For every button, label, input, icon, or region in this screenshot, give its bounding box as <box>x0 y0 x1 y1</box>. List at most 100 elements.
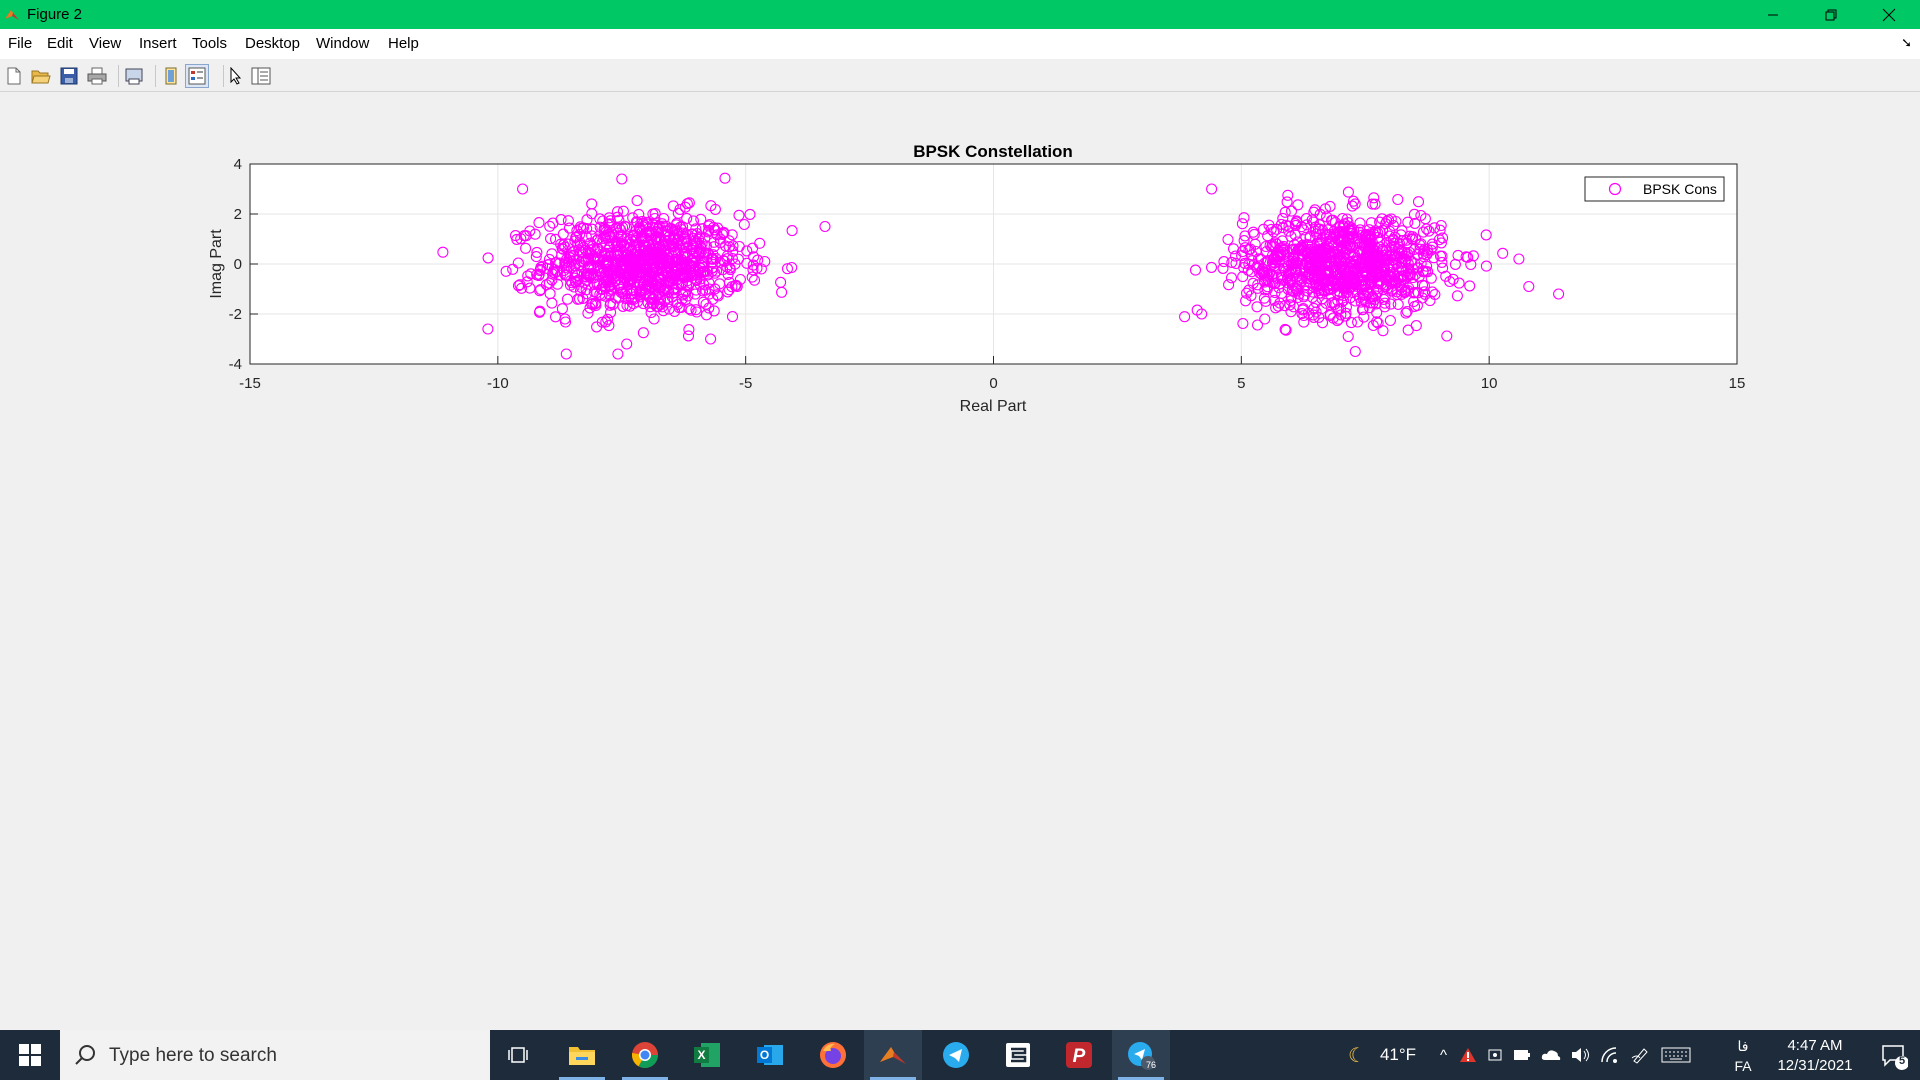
print-preview-button[interactable] <box>122 64 146 88</box>
data-point <box>1354 217 1366 229</box>
menu-desktop[interactable]: Desktop <box>245 35 301 52</box>
data-point <box>1364 260 1376 272</box>
taskbar-search-box[interactable]: Type here to search <box>60 1030 490 1080</box>
data-point <box>1252 279 1264 291</box>
data-point <box>559 257 571 269</box>
y-axis-ticks: 4 2 0 -2 -4 <box>229 156 258 373</box>
action-center-button[interactable]: 5 <box>1880 1042 1909 1070</box>
data-point <box>533 306 546 318</box>
data-point <box>672 233 684 245</box>
data-point <box>747 242 759 254</box>
open-file-button[interactable] <box>29 64 53 88</box>
task-view-button[interactable] <box>490 1030 548 1080</box>
data-point <box>1346 200 1358 212</box>
data-point <box>1268 278 1280 290</box>
taskbar-matlab[interactable] <box>864 1030 922 1080</box>
taskbar-telegram[interactable] <box>927 1030 985 1080</box>
data-point <box>1375 278 1387 290</box>
data-point <box>546 297 558 309</box>
menu-tools[interactable]: Tools <box>192 35 228 52</box>
dock-figure-icon[interactable]: ➘ <box>1901 35 1912 50</box>
restore-button[interactable] <box>1802 0 1860 29</box>
data-point <box>520 242 532 254</box>
window-title-bar: Figure 2 <box>0 0 1920 29</box>
property-inspector-button[interactable] <box>249 64 273 88</box>
data-point <box>529 228 541 240</box>
data-point <box>1189 264 1202 276</box>
language-indicator[interactable]: فا FA <box>1728 1036 1758 1076</box>
data-point <box>612 348 624 360</box>
meet-camera-icon[interactable] <box>1487 1047 1503 1063</box>
battery-icon[interactable] <box>1513 1048 1531 1062</box>
start-button[interactable] <box>0 1030 60 1080</box>
data-point <box>1391 286 1403 298</box>
data-point <box>603 242 616 254</box>
insert-legend-button[interactable] <box>185 64 209 88</box>
taskbar-clock[interactable]: 4:47 AM 12/31/2021 <box>1770 1036 1860 1076</box>
data-point <box>729 258 741 270</box>
figure-toolbar <box>0 59 1920 92</box>
data-point <box>602 313 614 325</box>
volume-icon[interactable] <box>1571 1047 1591 1063</box>
x-tick-label: -5 <box>739 375 752 392</box>
taskbar-powerpoint-p[interactable]: P <box>1050 1030 1108 1080</box>
data-point <box>1217 262 1229 274</box>
legend[interactable]: BPSK Cons <box>1584 176 1725 202</box>
menu-window[interactable]: Window <box>316 35 370 52</box>
taskbar-firefox[interactable] <box>804 1030 862 1080</box>
task-view-icon <box>508 1047 528 1063</box>
data-point <box>1402 216 1414 228</box>
weather-widget[interactable]: ☾ 41°F <box>1348 1030 1416 1080</box>
wifi-icon[interactable] <box>1601 1047 1621 1063</box>
data-point <box>1196 308 1208 320</box>
data-point <box>1365 247 1378 259</box>
data-point <box>1460 251 1472 263</box>
outlook-icon: O <box>757 1045 783 1065</box>
warning-icon[interactable] <box>1459 1047 1477 1063</box>
data-point <box>687 239 699 251</box>
data-point <box>563 222 575 234</box>
onedrive-cloud-icon[interactable] <box>1541 1048 1561 1062</box>
data-point <box>657 252 669 264</box>
figure-canvas: -15 -10 -5 0 5 10 15 4 2 0 -2 -4 BPSK Constellatio… <box>0 92 1920 1030</box>
minimize-button[interactable] <box>1744 0 1802 29</box>
save-button[interactable] <box>57 64 81 88</box>
taskbar-chrome[interactable] <box>616 1030 674 1080</box>
print-button[interactable] <box>85 64 109 88</box>
taskbar-sketch-app[interactable] <box>989 1030 1047 1080</box>
show-hidden-icons-chevron-icon[interactable]: ^ <box>1440 1046 1448 1064</box>
data-point <box>1368 192 1380 204</box>
link-plot-button[interactable] <box>159 64 183 88</box>
menu-view[interactable]: View <box>89 35 122 52</box>
data-point <box>1398 246 1410 258</box>
menu-file[interactable]: File <box>8 35 33 52</box>
data-point <box>573 244 585 256</box>
data-point <box>1319 203 1331 215</box>
data-point <box>1281 196 1293 208</box>
data-point <box>589 298 601 310</box>
data-point <box>615 255 628 268</box>
data-point <box>697 261 709 273</box>
data-point <box>1369 198 1381 210</box>
data-point <box>1360 234 1372 246</box>
new-figure-button[interactable] <box>2 64 26 88</box>
data-point <box>1347 273 1359 285</box>
taskbar-outlook[interactable]: O <box>741 1030 799 1080</box>
menu-edit[interactable]: Edit <box>47 35 73 52</box>
close-button[interactable] <box>1860 0 1918 29</box>
menu-insert[interactable]: Insert <box>139 35 177 52</box>
scatter-plot[interactable]: -15 -10 -5 0 5 10 15 4 2 0 -2 -4 BPSK Constellatio… <box>0 92 1920 1030</box>
edit-plot-button[interactable] <box>224 64 248 88</box>
taskbar-telegram-active[interactable]: 76 <box>1112 1030 1170 1080</box>
pen-ink-icon[interactable] <box>1631 1046 1651 1064</box>
menu-help[interactable]: Help <box>388 35 419 52</box>
taskbar-file-explorer[interactable] <box>553 1030 611 1080</box>
data-point <box>1342 330 1354 343</box>
taskbar-excel[interactable]: X <box>678 1030 736 1080</box>
data-point <box>1398 270 1410 282</box>
data-point <box>738 218 750 231</box>
data-point <box>1428 222 1441 234</box>
data-point <box>637 250 649 262</box>
data-point <box>550 257 562 269</box>
touch-keyboard-icon[interactable] <box>1661 1046 1691 1064</box>
